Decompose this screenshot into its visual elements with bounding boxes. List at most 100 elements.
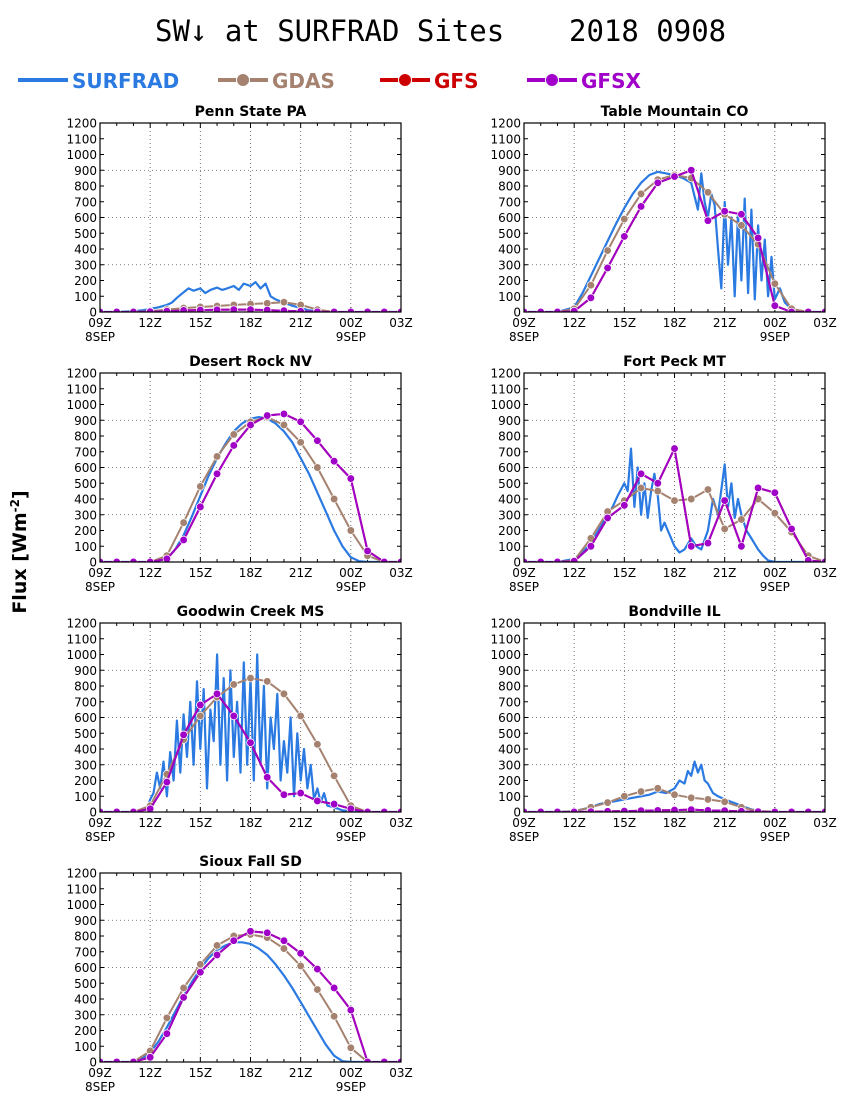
series-gdas-point [687,494,696,504]
x-tick-label: 09Z [512,566,536,580]
y-tick-label: 900 [498,414,521,428]
x-tick-label: 15Z [189,1066,213,1080]
legend-label: SURFRAD [72,69,179,93]
series-gfsx-point [753,233,763,243]
series-gfsx-point [553,557,562,562]
series-gfsx-point [112,557,121,562]
series-gfsx-point [820,307,825,312]
x-tick-label: 03Z [813,316,837,330]
y-tick-label: 800 [498,180,521,194]
series-gdas-point [179,983,188,993]
figure-title-left: SW↓ at SURFRAD Sites [155,14,504,48]
series-gdas-point [329,771,339,780]
series-gfsx-point [753,483,763,493]
series-gfsx-point [279,936,289,945]
series-gfsx-point [653,178,662,188]
series-gfsx-point [670,805,679,812]
y-tick-label: 100 [74,540,97,554]
series-gdas-point [162,1013,172,1023]
y-tick-label: 200 [498,774,521,788]
y-tick-label: 900 [74,164,97,178]
series-gfsx-point [670,172,679,181]
x-tick-label: 21Z [289,566,313,580]
x-tick-label: 18Z [239,566,263,580]
x-tick-label: 03Z [389,316,413,330]
series-gdas-point [737,221,746,230]
y-tick-label: 600 [74,711,97,725]
x-tick-label: 21Z [289,316,313,330]
series-gdas-point [279,420,289,430]
series-gfsx-point [603,807,612,812]
series-gfsx-point [703,538,713,548]
series-gdas-point [329,494,339,504]
y-tick-label: 400 [74,493,97,507]
series-gfsx-point [536,557,545,562]
x-tick-sublabel: 8SEP [509,330,539,344]
x-tick-label: 12Z [562,566,586,580]
y-axis-label: Flux [Wm-2] [8,490,31,613]
series-gdas-point [346,526,355,535]
y-tick-label: 200 [74,1024,97,1038]
y-tick-label: 900 [498,664,521,678]
series-gfsx-point [720,207,729,216]
series-gfsx-point [737,542,746,551]
series-surfrad-line [524,170,825,312]
y-tick-label: 1000 [66,898,97,912]
y-tick-label: 1100 [66,882,97,896]
series-gdas-point [212,452,222,461]
y-tick-label: 0 [89,806,97,820]
series-gfsx-point [162,777,172,787]
y-tick-label: 100 [498,540,521,554]
series-gdas-point [296,711,305,721]
series-gdas-point [703,795,713,804]
series-gfsx-point [687,805,696,812]
series-gfsx-point [720,496,729,505]
panel-frame [523,372,826,563]
series-gfsx-point [196,968,205,977]
x-tick-sublabel: 9SEP [760,330,790,344]
y-tick-label: 500 [74,477,97,491]
series-gfsx-point [363,807,372,812]
series-gfsx-point [787,807,796,812]
series-gfsx-point [296,417,305,426]
series-gfsx-point [229,441,238,450]
x-tick-label: 09Z [88,816,112,830]
y-tick-label: 1000 [490,148,521,162]
x-tick-label: 00Z [339,566,363,580]
legend-marker [398,73,412,87]
series-gdas-point [279,689,289,699]
x-tick-label: 21Z [713,566,737,580]
series-gfsx-point [636,806,646,812]
y-tick-label: 1200 [490,617,521,631]
panel-title: Fort Peck MT [623,354,726,370]
y-tick-label: 0 [89,556,97,570]
y-tick-label: 100 [74,1040,97,1054]
series-gfsx-point [346,474,355,483]
series-gdas-point [279,298,289,307]
x-tick-label: 15Z [613,566,637,580]
y-axis-label-main: Flux [Wm [9,512,31,613]
x-tick-sublabel: 9SEP [336,580,366,594]
y-tick-label: 700 [74,945,97,959]
series-gdas-point [179,518,188,527]
panel-frame [99,872,402,1063]
series-gfsx-point [263,411,272,420]
y-tick-label: 0 [89,1056,97,1070]
series-gdas-point [229,430,238,439]
series-gfsx-point [620,501,629,510]
x-tick-label: 00Z [339,316,363,330]
y-tick-label: 400 [498,743,521,757]
y-tick-label: 100 [498,290,521,304]
y-tick-label: 700 [74,195,97,209]
y-tick-label: 1200 [66,367,97,381]
y-tick-label: 1000 [490,648,521,662]
x-tick-sublabel: 9SEP [760,830,790,844]
series-gfsx-point [536,807,545,812]
y-tick-label: 300 [74,258,97,272]
y-tick-label: 0 [513,306,521,320]
x-tick-label: 21Z [289,1066,313,1080]
series-gfsx-point [396,557,401,562]
y-tick-label: 900 [74,914,97,928]
y-tick-label: 1200 [66,617,97,631]
x-tick-sublabel: 9SEP [336,330,366,344]
